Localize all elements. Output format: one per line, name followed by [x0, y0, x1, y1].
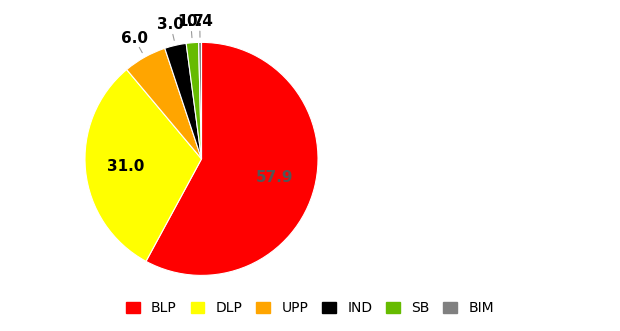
Wedge shape: [146, 42, 318, 275]
Wedge shape: [85, 70, 202, 261]
Text: 31.0: 31.0: [107, 159, 145, 174]
Wedge shape: [186, 42, 202, 159]
Wedge shape: [198, 42, 202, 159]
Text: 3.0: 3.0: [157, 18, 184, 32]
Wedge shape: [126, 48, 202, 159]
Text: 0.4: 0.4: [187, 14, 213, 29]
Text: 57.9: 57.9: [256, 170, 294, 185]
Wedge shape: [165, 43, 202, 159]
Text: 6.0: 6.0: [121, 31, 148, 46]
Text: 1.7: 1.7: [177, 14, 204, 29]
Legend: BLP, DLP, UPP, IND, SB, BIM: BLP, DLP, UPP, IND, SB, BIM: [120, 296, 500, 321]
